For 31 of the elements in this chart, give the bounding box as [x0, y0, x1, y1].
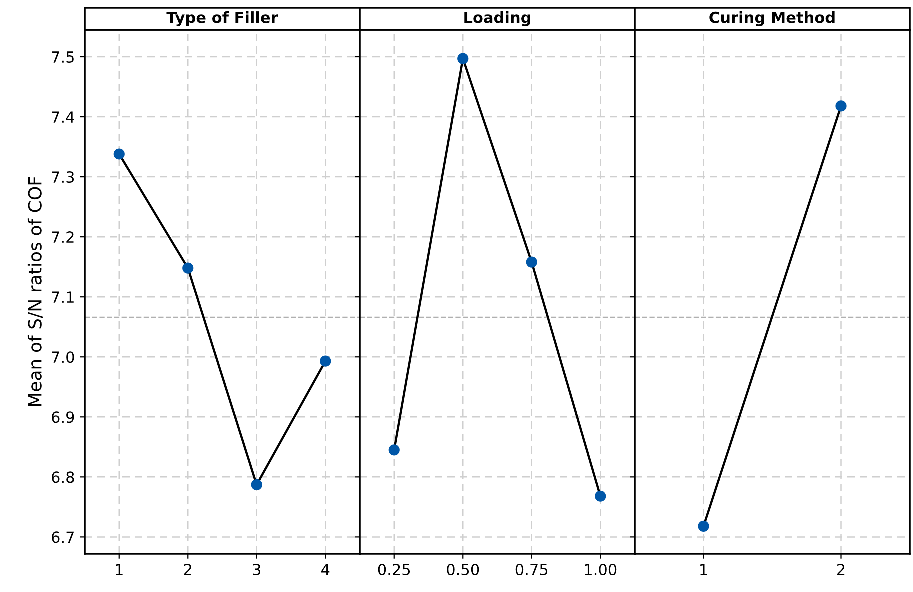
chart-title: Type of Filler	[166, 12, 278, 26]
x-tick-label: 1	[700, 564, 708, 576]
y-tick-label: 7.2	[52, 232, 74, 243]
y-tick-label: 6.8	[52, 472, 74, 484]
x-tick-label: 2	[838, 564, 845, 576]
point	[388, 444, 400, 456]
point	[114, 148, 125, 160]
point	[182, 262, 194, 274]
y-tick-label: 7.1	[52, 292, 74, 303]
point	[526, 256, 538, 268]
point	[251, 479, 262, 491]
x-tick-label: 3	[253, 564, 261, 576]
x-tick-label: 0.75	[516, 564, 548, 576]
chart-title: Loading	[464, 12, 530, 26]
point	[320, 356, 332, 367]
y-tick-label: 7.5	[52, 52, 74, 64]
x-tick-label: 4	[322, 564, 330, 576]
x-tick-label: 0.25	[378, 564, 410, 576]
chart-title: Curing Method	[710, 12, 835, 26]
y-axis-title: Mean of S/N ratios of COF	[28, 177, 44, 406]
y-tick-label: 6.7	[52, 532, 74, 544]
point	[595, 490, 606, 502]
y-tick-label: 7.0	[52, 352, 74, 364]
y-tick-label: 7.4	[52, 112, 74, 123]
x-tick-label: 1	[116, 564, 123, 576]
y-tick-label: 7.3	[52, 172, 74, 184]
x-tick-label: 0.50	[447, 564, 480, 576]
y-tick-label: 6.9	[52, 412, 74, 424]
x-tick-label: 1.00	[585, 564, 617, 576]
point	[458, 53, 469, 64]
x-tick-label: 2	[184, 564, 192, 576]
